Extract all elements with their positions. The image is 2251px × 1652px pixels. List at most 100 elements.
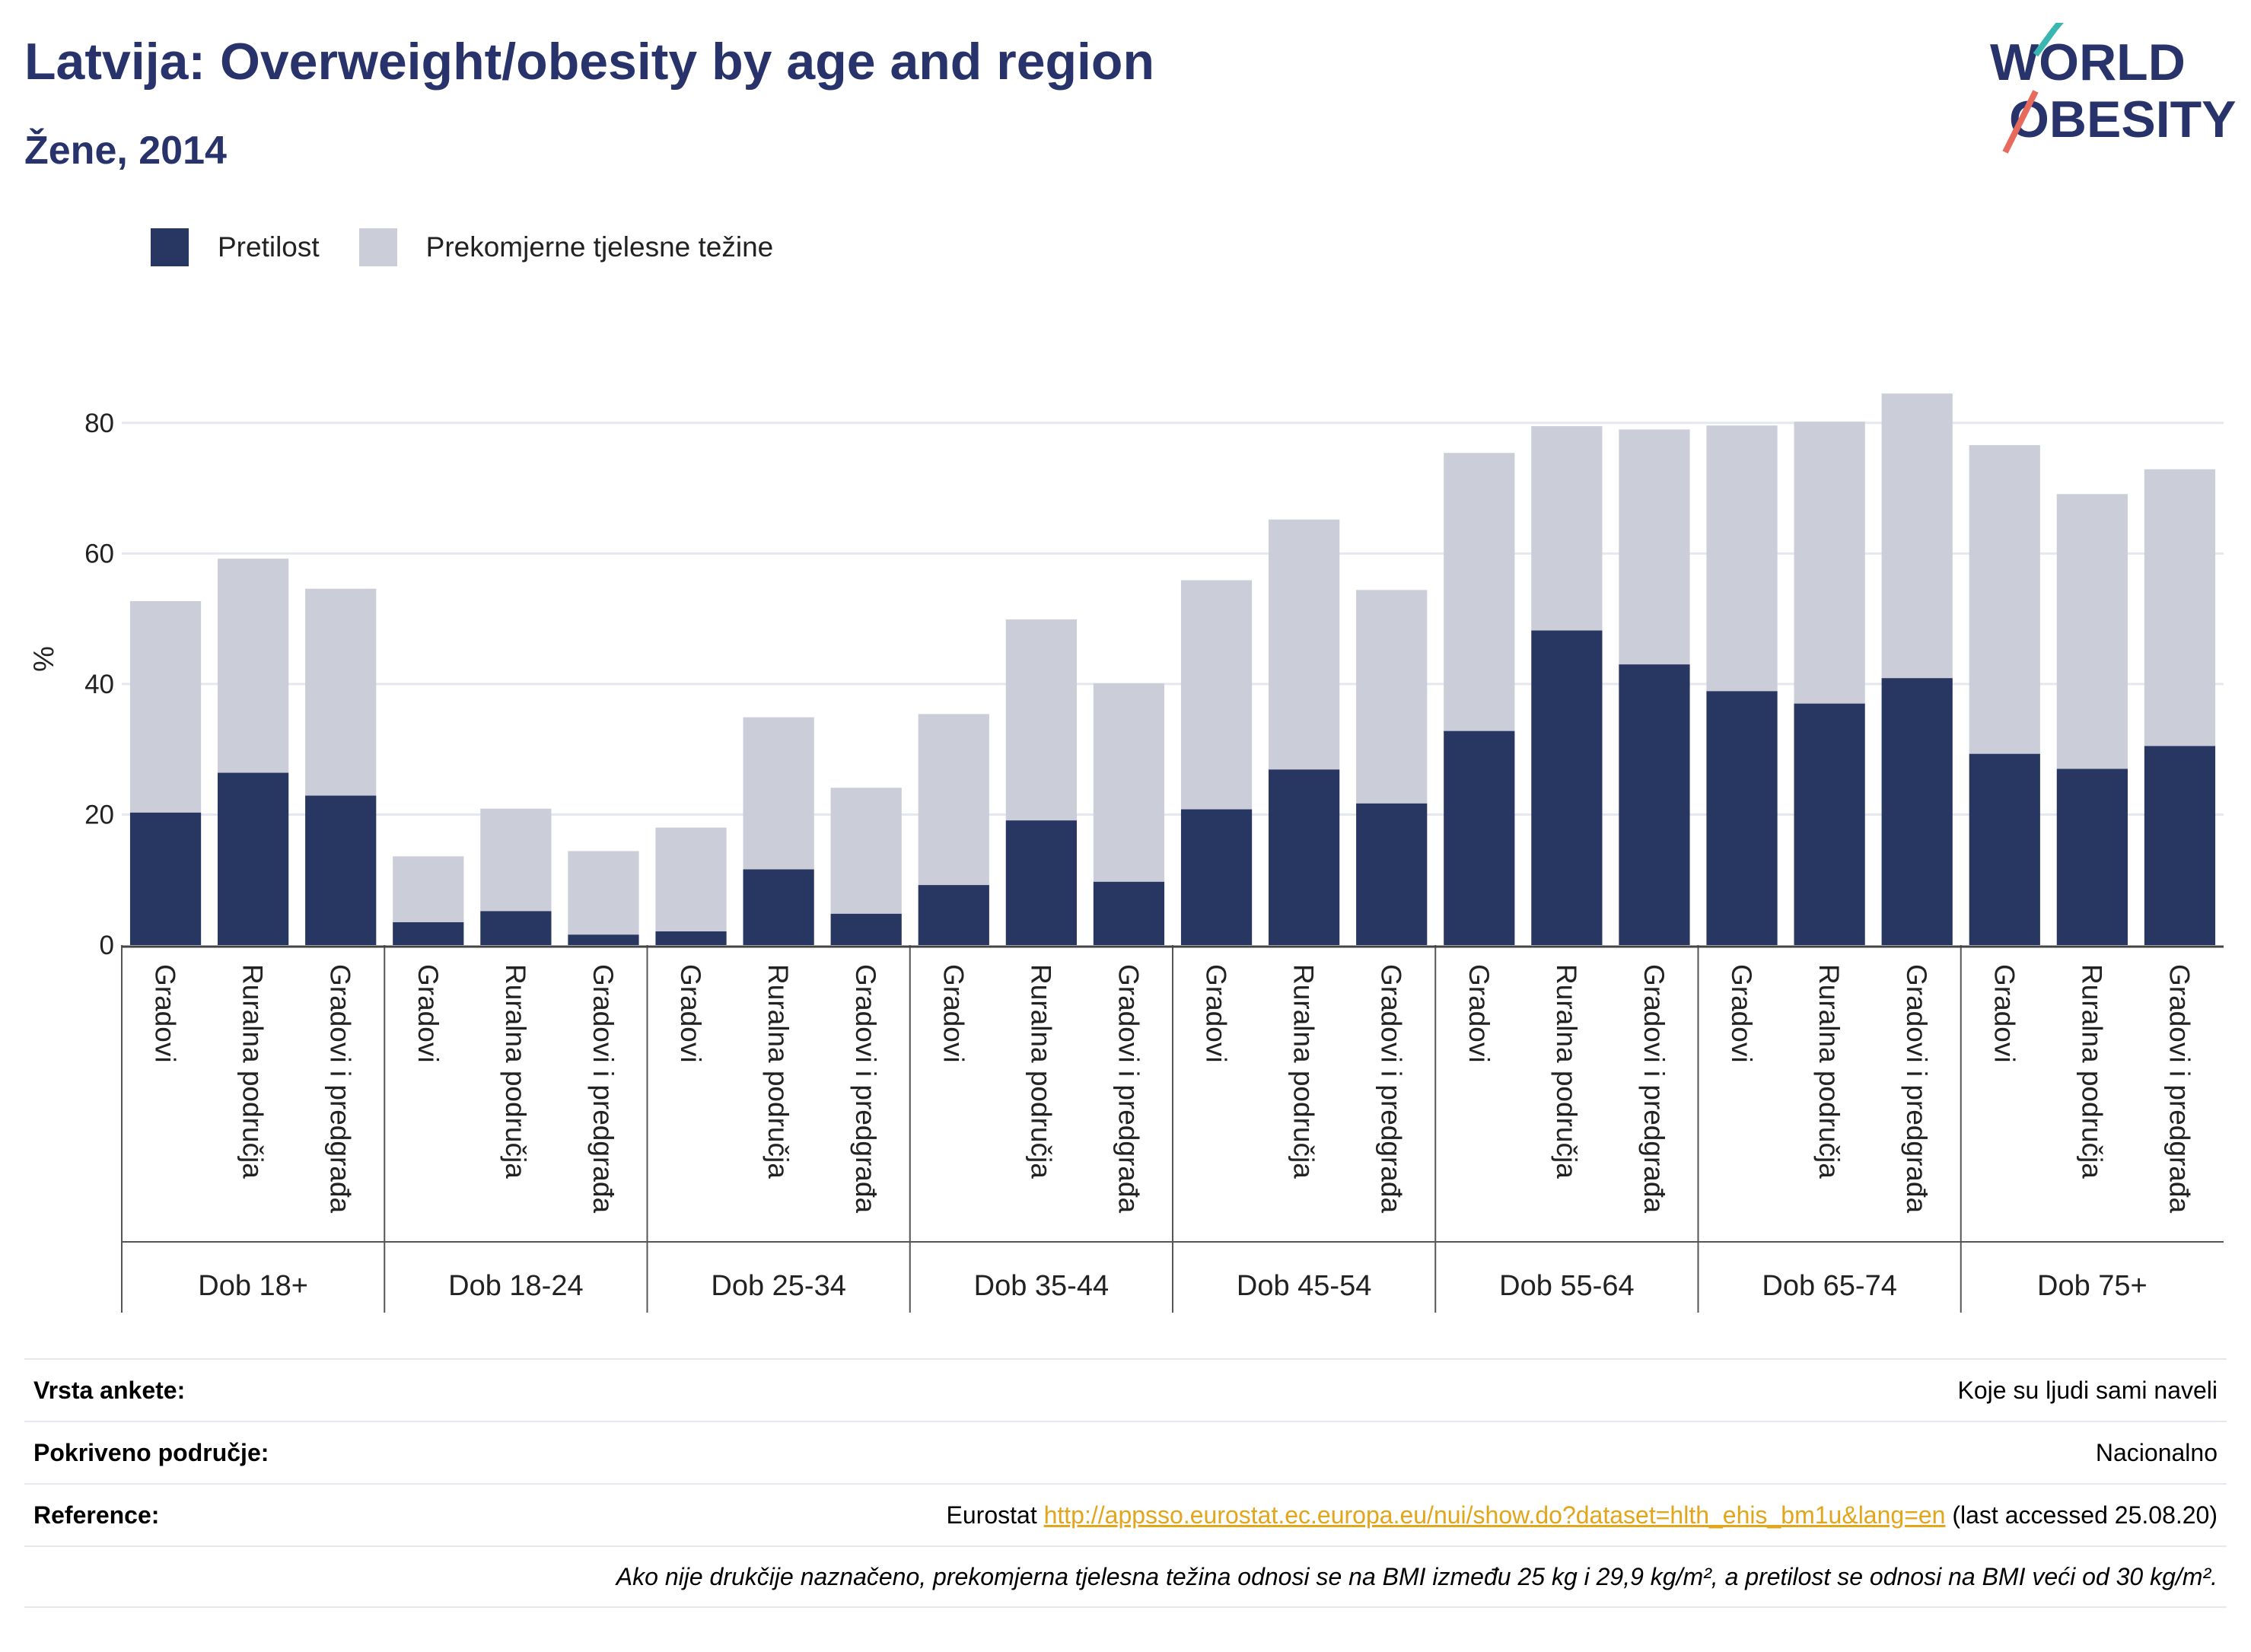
y-tick-label: 0 [100,931,114,960]
x-group-label: Dob 55-64 [1499,1270,1634,1302]
reference-link[interactable]: http://appsso.eurostat.ec.europa.eu/nui/… [1043,1501,1946,1529]
meta-row-coverage: Pokriveno područje: Nacionalno [24,1421,2227,1483]
bar-obesity [129,812,202,945]
x-group-label: Dob 35-44 [974,1270,1109,1302]
bar-overweight [830,788,902,914]
bar-obesity [918,885,989,945]
bar-obesity [568,934,639,945]
bar-overweight [1531,426,1603,631]
bar-overweight [1356,590,1428,804]
x-category-label: Gradovi [938,964,969,1063]
bar-overweight [305,588,377,796]
x-group-label: Dob 25-34 [711,1270,845,1302]
bar-obesity [743,869,814,945]
coverage-value: Nacionalno [2095,1438,2218,1466]
bar-overweight [1180,580,1253,810]
bar-obesity [218,772,289,945]
page-title: Latvija: Overweight/obesity by age and r… [24,33,1155,91]
bar-obesity [1531,630,1603,945]
reference-value: Eurostat http://appsso.eurostat.ec.europ… [947,1501,2218,1529]
bar-overweight [1619,429,1690,665]
x-category-label: Ruralna područja [1288,964,1320,1179]
logo-coral-stroke [2002,90,2039,154]
bar-obesity [655,931,727,945]
bar-obesity [1706,691,1778,945]
legend-item-overweight: Prekomjerne tjelesne težine [358,228,774,266]
page-subtitle: Žene, 2014 [24,129,227,173]
bar-obesity [393,921,464,945]
chart-legend: Pretilost Prekomjerne tjelesne težine [151,224,811,270]
bar-overweight [480,808,552,912]
metadata-table: Vrsta ankete: Koje su ljudi sami naveli … [24,1358,2227,1608]
x-category-label: Gradovi i predgrađa [2163,964,2195,1213]
bar-overweight [393,856,464,922]
bar-obesity [2144,746,2216,945]
x-category-label: Gradovi [1463,964,1495,1063]
meta-row-survey: Vrsta ankete: Koje su ljudi sami naveli [24,1358,2227,1421]
bar-overweight [1269,519,1340,770]
bar-overweight [655,827,727,931]
reference-accessed: (last accessed 25.08.20) [1952,1501,2218,1529]
x-group-label: Dob 18-24 [448,1270,583,1302]
bar-obesity [1180,809,1253,945]
logo-line-2: OBESITY [2009,91,2237,148]
x-category-label: Ruralna područja [237,964,269,1179]
x-category-label: Gradovi i predgrađa [850,964,881,1213]
legend-label-obesity: Pretilost [218,231,320,263]
x-category-label: Gradovi [1726,964,1757,1063]
meta-row-note: Ako nije drukčije naznačeno, prekomjerna… [24,1545,2227,1608]
definition-note: Ako nije drukčije naznačeno, prekomjerna… [616,1562,2218,1590]
reference-source: Eurostat [946,1501,1037,1529]
bar-obesity [2056,769,2128,945]
y-tick-label: 80 [84,409,114,438]
x-category-label: Gradovi [1201,964,1232,1063]
bar-obesity [1269,769,1340,945]
x-category-label: Gradovi i predgrađa [1113,964,1144,1213]
logo-teal-stroke-2 [2033,27,2058,57]
x-category-label: Gradovi i predgrađa [1901,964,1932,1213]
bar-overweight [1881,393,1953,679]
x-category-label: Ruralna područja [2076,964,2107,1179]
x-category-label: Ruralna područja [1025,964,1056,1179]
bar-obesity [1444,731,1515,945]
x-category-label: Gradovi [412,964,444,1063]
bar-obesity [480,911,552,945]
x-category-label: Ruralna područja [1551,964,1582,1179]
reference-label: Reference: [33,1501,160,1529]
logo-teal-stroke [2052,23,2064,31]
x-group-label: Dob 45-54 [1237,1270,1371,1302]
bar-overweight [1969,444,2040,754]
bar-obesity [1005,820,1077,945]
x-category-label: Gradovi i predgrađa [1376,964,1407,1213]
bar-obesity [830,913,902,945]
world-obesity-logo: WORLD OBESITY [1990,23,2237,154]
x-group-label: Dob 75+ [2037,1270,2148,1302]
bar-overweight [1444,453,1515,731]
stacked-bar-chart: 0 20 40 60 80% Gradovi Ruralna područja Gradovi… [28,393,2224,1313]
x-group-label: Dob 65-74 [1762,1270,1896,1302]
survey-type-label: Vrsta ankete: [33,1376,186,1404]
y-tick-label: 20 [84,800,114,829]
x-category-label: Gradovi [1988,964,2020,1063]
bar-overweight [743,717,814,870]
meta-row-reference: Reference: Eurostat http://appsso.eurost… [24,1483,2227,1545]
survey-type-value: Koje su ljudi sami naveli [1957,1376,2218,1404]
legend-label-overweight: Prekomjerne tjelesne težine [425,231,774,263]
bar-obesity [305,795,377,945]
bar-obesity [1356,803,1428,945]
x-category-label: Gradovi [675,964,706,1063]
bar-obesity [1969,753,2040,945]
y-tick-label: 60 [84,539,114,568]
bar-overweight [918,714,989,886]
bar-overweight [1093,683,1165,882]
x-category-label: Gradovi i predgrađa [587,964,619,1213]
bar-overweight [218,559,289,773]
x-category-label: Gradovi i predgrađa [1638,964,1670,1213]
x-category-label: Gradovi [150,964,181,1063]
bar-obesity [1093,881,1165,945]
bar-obesity [1881,678,1953,945]
logo-line-1: WORLD [1990,33,2186,91]
legend-item-obesity: Pretilost [151,228,320,266]
bar-overweight [568,851,639,935]
x-group-label: Dob 18+ [198,1270,308,1302]
